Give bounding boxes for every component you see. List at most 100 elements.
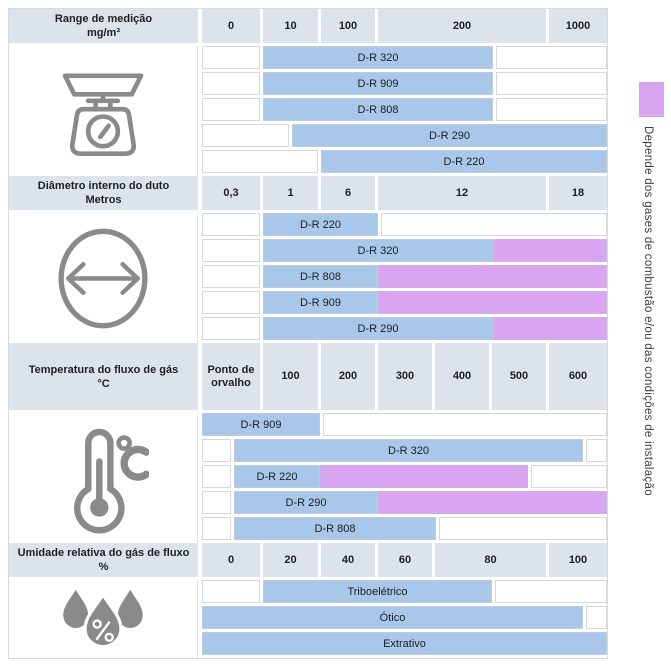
- empty-cell: [439, 517, 607, 540]
- device-bar: D-R 808: [263, 98, 493, 121]
- conditional-bar: [378, 491, 607, 514]
- axis-tick-cell: 100: [549, 543, 607, 577]
- conditional-bar: [378, 291, 607, 314]
- device-bar: D-R 320: [263, 239, 493, 262]
- bar-row: D-R 320: [202, 46, 607, 69]
- axis-tick-cell: 0,3: [202, 176, 260, 210]
- section-range-medicao: Range de medição mg/m³ 0 10 100 200 1000 D-R 32…: [9, 9, 607, 176]
- legend-text: Depende dos gases de combustão e/ou das …: [642, 126, 654, 496]
- axis-tick-cell: 400: [435, 343, 489, 410]
- empty-cell: [202, 98, 260, 121]
- empty-cell: [586, 606, 607, 629]
- compatibility-table: Range de medição mg/m³ 0 10 100 200 1000 D-R 32…: [8, 8, 608, 659]
- empty-cell: [202, 150, 318, 173]
- axis-header: 0 10 100 200 1000: [202, 9, 607, 43]
- axis-tick-cell: 12: [378, 176, 546, 210]
- axis-tick-cell: 0: [202, 543, 260, 577]
- axis-tick-cell: 1: [263, 176, 318, 210]
- section-title: Umidade relativa do gás de fluxo%: [9, 543, 198, 577]
- axis-header: Ponto de orvalho 100 200 300 400 500 600: [202, 343, 607, 410]
- bar-row: D-R 290: [202, 491, 607, 514]
- bar-row: D-R 808: [202, 265, 607, 288]
- empty-cell: [496, 72, 607, 95]
- axis-tick-cell: 1000: [549, 9, 607, 43]
- device-bar: Triboelétrico: [263, 580, 492, 603]
- device-bar: D-R 290: [263, 317, 493, 340]
- device-bar: D-R 909: [263, 72, 493, 95]
- device-bar: D-R 290: [234, 491, 378, 514]
- thermometer-icon: [9, 413, 198, 543]
- empty-cell: [202, 265, 260, 288]
- empty-cell: [496, 98, 607, 121]
- bar-row: D-R 220: [202, 213, 607, 236]
- empty-cell: [202, 491, 231, 514]
- section-temperatura-gas: Temperatura do fluxo de gás °C Ponto de or…: [9, 343, 607, 543]
- diameter-icon: [9, 213, 198, 343]
- legend-violet-swatch: [639, 82, 664, 117]
- conditional-bar: [320, 465, 528, 488]
- axis-tick-cell: 60: [378, 543, 432, 577]
- empty-cell: [381, 213, 607, 236]
- bar-row: D-R 220: [202, 150, 607, 173]
- empty-cell: [202, 72, 260, 95]
- axis-tick-cell: 600: [549, 343, 607, 410]
- empty-cell: [202, 213, 260, 236]
- empty-cell: [202, 46, 260, 69]
- bar-row: D-R 909: [202, 291, 607, 314]
- section-title: Diâmetro interno do duto Metros: [9, 176, 198, 210]
- conditional-bar: [378, 265, 607, 288]
- section-title: Range de medição mg/m³: [9, 9, 198, 43]
- scale-icon: [9, 46, 198, 176]
- bar-row: D-R 909: [202, 413, 607, 436]
- empty-cell: [531, 465, 607, 488]
- axis-tick-cell: 6: [321, 176, 375, 210]
- axis-tick-cell: 200: [378, 9, 546, 43]
- empty-cell: [202, 124, 289, 147]
- axis-tick-cell: 80: [435, 543, 546, 577]
- axis-tick-cell: 500: [492, 343, 546, 410]
- axis-tick-cell: 10: [263, 9, 318, 43]
- device-bar: D-R 290: [292, 124, 607, 147]
- device-bar: Extrativo: [202, 632, 607, 655]
- device-bar: D-R 320: [234, 439, 583, 462]
- bar-row: D-R 220: [202, 465, 607, 488]
- axis-header: 0 20 40 60 80 100: [202, 543, 607, 577]
- bar-row: D-R 320: [202, 439, 607, 462]
- axis-tick-cell: 100: [321, 9, 375, 43]
- axis-tick-cell: 0: [202, 9, 260, 43]
- empty-cell: [202, 580, 260, 603]
- axis-tick-cell: 300: [378, 343, 432, 410]
- axis-tick-cell: 200: [321, 343, 375, 410]
- bar-row: Extrativo: [202, 632, 607, 655]
- empty-cell: [202, 517, 231, 540]
- device-bar: D-R 220: [263, 213, 378, 236]
- bar-row: D-R 808: [202, 98, 607, 121]
- device-bar: D-R 220: [321, 150, 607, 173]
- section-title: Temperatura do fluxo de gás °C: [9, 343, 198, 410]
- axis-tick-cell: Ponto de orvalho: [202, 343, 260, 410]
- device-bar: D-R 808: [263, 265, 378, 288]
- bar-row: D-R 909: [202, 72, 607, 95]
- axis-header: 0,3 1 6 12 18: [202, 176, 607, 210]
- axis-tick-cell: 40: [321, 543, 375, 577]
- empty-cell: [202, 317, 260, 340]
- device-bar: D-R 909: [202, 413, 320, 436]
- device-bar: D-R 909: [263, 291, 378, 314]
- conditional-bar: [493, 317, 607, 340]
- empty-cell: [323, 413, 607, 436]
- device-bar: D-R 808: [234, 517, 436, 540]
- bar-row: D-R 320: [202, 239, 607, 262]
- bar-row: D-R 808: [202, 517, 607, 540]
- humidity-icon: [9, 580, 198, 658]
- bar-row: Ótico: [202, 606, 607, 629]
- section-umidade-relativa: Umidade relativa do gás de fluxo% 0 20 40 60…: [9, 543, 607, 658]
- bar-row: D-R 290: [202, 317, 607, 340]
- axis-tick-cell: 20: [263, 543, 318, 577]
- axis-tick-cell: 18: [549, 176, 607, 210]
- empty-cell: [202, 465, 231, 488]
- empty-cell: [202, 439, 231, 462]
- empty-cell: [586, 439, 607, 462]
- conditional-bar: [493, 239, 607, 262]
- bar-row: Triboelétrico: [202, 580, 607, 603]
- empty-cell: [202, 239, 260, 262]
